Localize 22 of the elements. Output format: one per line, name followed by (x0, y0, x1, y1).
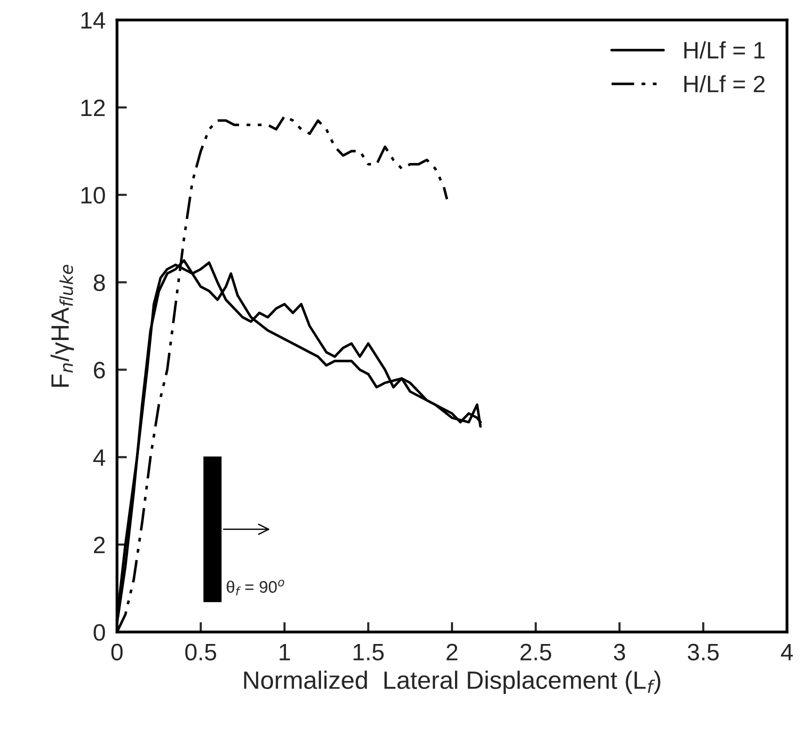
legend-label: H/Lf = 2 (684, 75, 765, 92)
annotation: θ$_{f}$ = 90$^{o}$ (226, 580, 284, 596)
x-tick-label: 2.5 (520, 644, 552, 660)
y-tick-label: 4 (93, 449, 106, 466)
x-tick-label: 1.5 (354, 644, 384, 660)
x-tick-label: 0.5 (185, 644, 216, 660)
y-tick-label: 12 (81, 99, 105, 116)
x-tick-label: 2 (446, 644, 458, 660)
legend-label: H/Lf = 1 (684, 41, 765, 59)
y-tick-label: 2 (94, 536, 105, 554)
y-tick-label: 8 (94, 274, 105, 292)
x-tick-label: 0 (111, 644, 123, 660)
x-tick-label: 1 (280, 644, 290, 660)
y-tick-label: 10 (81, 186, 105, 204)
y-tick-label: 14 (81, 12, 106, 29)
y-tick-label: 6 (94, 362, 105, 378)
x-axis-title: Normalized Lateral Displacement (L$_{f}$) (244, 670, 660, 694)
x-tick-label: 3 (614, 644, 626, 660)
y-axis-title: F$_{n}$/γHA$_{fluke}$ (50, 264, 74, 387)
y-tick-label: 0 (94, 624, 105, 641)
x-tick-label: 4 (780, 644, 793, 660)
x-tick-label: 3.5 (688, 644, 719, 660)
